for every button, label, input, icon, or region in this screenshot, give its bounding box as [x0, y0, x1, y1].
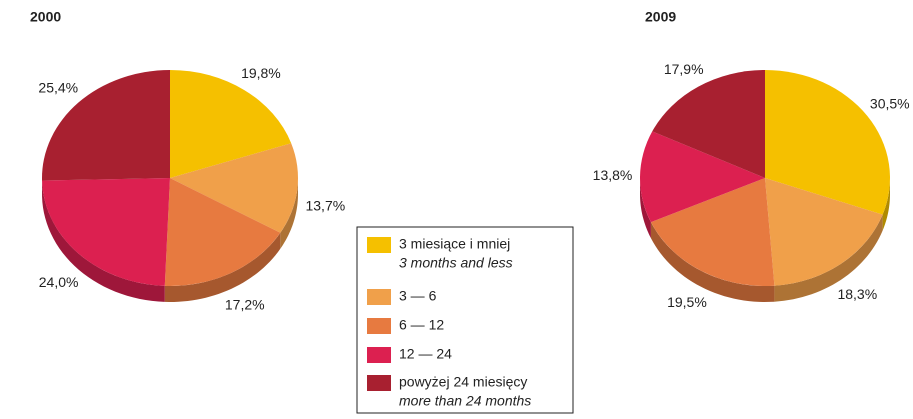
legend-sublabel: 3 months and less [399, 255, 513, 271]
data-label: 24,0% [39, 274, 79, 290]
slice [765, 70, 891, 215]
slice [42, 178, 170, 286]
legend-box [356, 226, 574, 414]
legend-label: powyżej 24 miesięcy [399, 374, 527, 390]
slice-side [280, 178, 298, 249]
legend-label: 6 — 12 [399, 317, 444, 333]
slice [640, 131, 765, 223]
slice-side [882, 178, 890, 231]
legend-label: 3 — 6 [399, 288, 437, 304]
slice-side [164, 232, 281, 302]
slice [652, 70, 765, 178]
legend-swatch [367, 289, 391, 305]
data-label: 25,4% [38, 80, 78, 96]
legend-label: 3 miesiące i mniej [399, 236, 510, 252]
slice [650, 178, 775, 286]
data-label: 30,5% [870, 95, 910, 111]
slice-side [640, 178, 651, 239]
legend-sublabel: more than 24 months [399, 393, 531, 409]
data-label: 17,2% [225, 297, 265, 313]
legend-swatch [367, 318, 391, 334]
data-label: 19,8% [241, 65, 281, 81]
slice [765, 178, 883, 286]
legend-label: 12 — 24 [399, 346, 452, 362]
slice [170, 143, 298, 233]
legend-swatch [367, 375, 391, 391]
data-label: 19,5% [667, 294, 707, 310]
chart-title: 2009 [645, 9, 676, 25]
data-label: 18,3% [837, 286, 877, 302]
slice [170, 70, 292, 178]
data-label: 13,8% [593, 167, 633, 183]
data-label: 17,9% [664, 61, 704, 77]
slice-side [42, 180, 165, 302]
legend-swatch [367, 237, 391, 253]
slice-side [774, 214, 883, 302]
slice [164, 178, 281, 286]
chart-title: 2000 [30, 9, 61, 25]
slice [42, 70, 170, 181]
data-label: 13,7% [305, 198, 345, 214]
legend-swatch [367, 347, 391, 363]
slice-side [650, 222, 775, 302]
